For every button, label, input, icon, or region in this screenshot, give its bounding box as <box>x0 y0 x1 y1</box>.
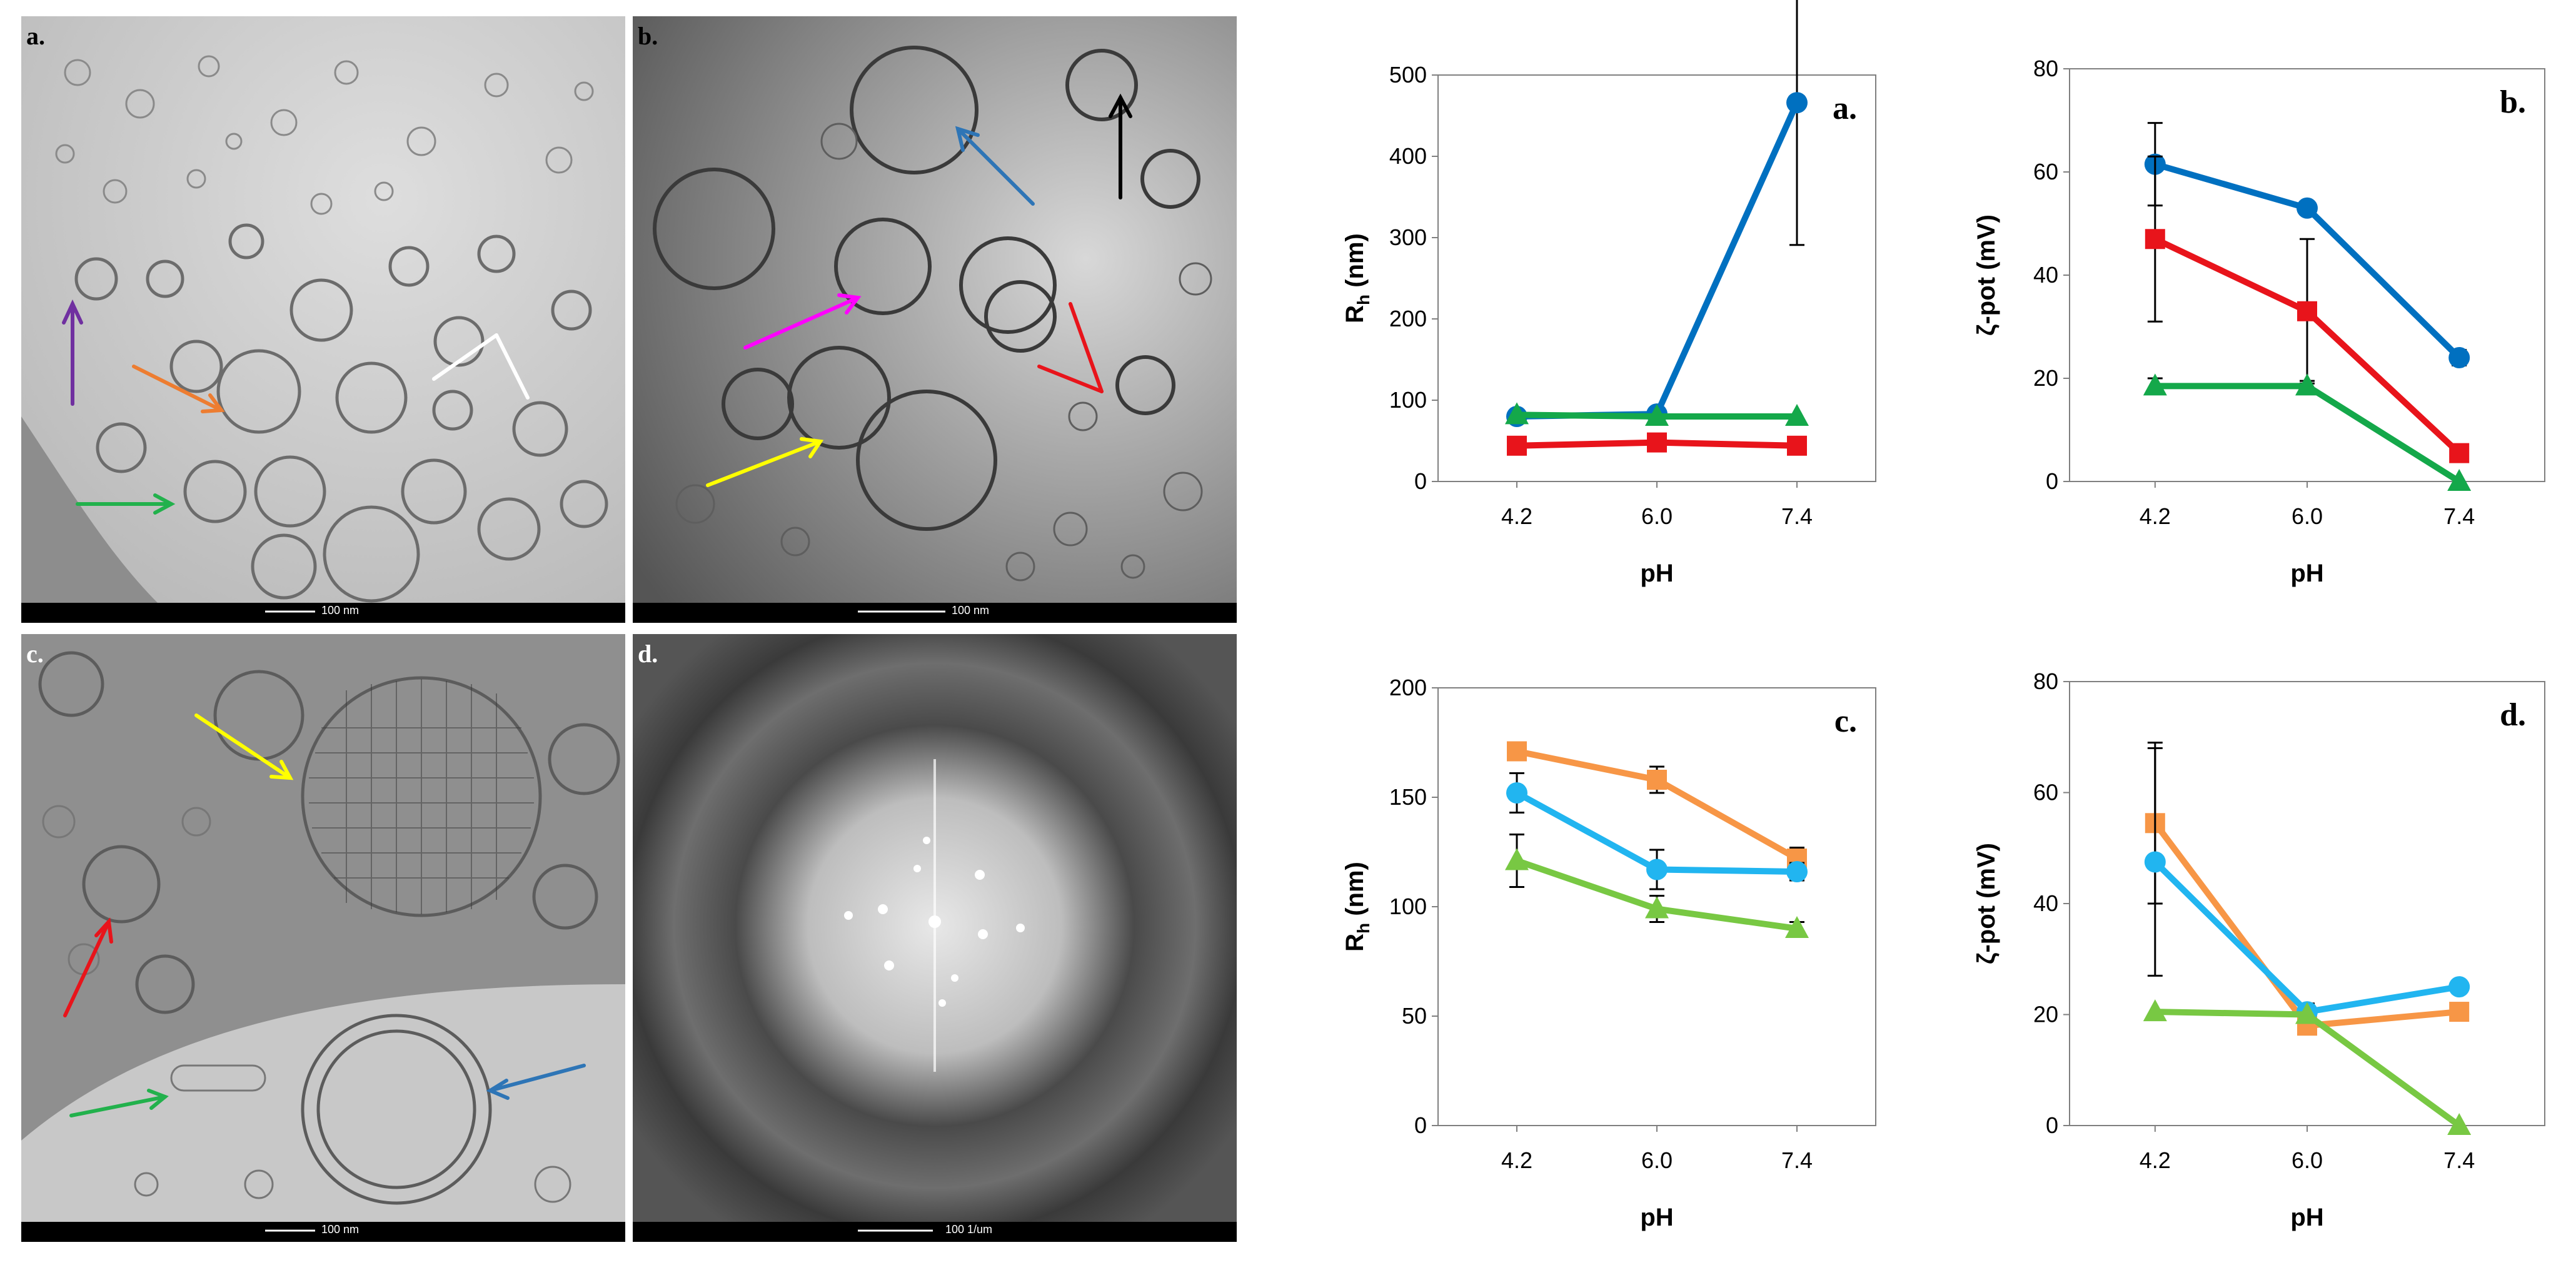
data-point <box>2145 229 2165 249</box>
data-point <box>1645 896 1669 919</box>
data-point <box>1647 432 1667 453</box>
data-point <box>2143 373 2167 396</box>
x-axis-label: pH <box>1640 560 1673 587</box>
chart-svg: 0 50 100 150 200 4.2 6.0 7.4 pH Rh (nm) c. <box>1341 675 1876 1231</box>
y-tick-label: 300 <box>1389 224 1427 250</box>
y-tick-label: 200 <box>1389 675 1427 700</box>
data-point <box>1646 859 1668 880</box>
x-tick-label: 6.0 <box>1641 1147 1673 1173</box>
y-tick-label: 40 <box>2033 262 2058 288</box>
micrograph-label: b. <box>638 22 658 50</box>
y-tick-label: 100 <box>1389 894 1427 919</box>
data-point <box>1506 782 1527 804</box>
data-point <box>1505 402 1529 425</box>
data-point <box>2448 976 2470 998</box>
x-tick-label: 4.2 <box>1501 1147 1532 1173</box>
scale-bar-label: 100 nm <box>321 604 360 617</box>
x-tick-label: 4.2 <box>2140 503 2171 529</box>
x-tick-label: 6.0 <box>2292 1147 2323 1173</box>
x-tick-label: 7.4 <box>1781 503 1813 529</box>
y-tick-label: 60 <box>2033 159 2058 184</box>
y-tick-label: 400 <box>1389 143 1427 169</box>
x-tick-label: 6.0 <box>2292 503 2323 529</box>
data-point <box>1647 770 1667 790</box>
data-point <box>2449 443 2470 463</box>
y-axis-label: Rh (nm) <box>1341 862 1373 952</box>
x-tick-label: 7.4 <box>2443 1147 2475 1173</box>
chart-panel-label: c. <box>1834 703 1857 739</box>
data-point <box>2297 301 2317 321</box>
plot-area <box>2069 681 2545 1126</box>
y-axis-label: ζ-pot (mV) <box>1973 843 2000 964</box>
micrograph-label: a. <box>26 22 45 50</box>
data-point <box>1786 861 1808 882</box>
chart-a: 0 100 200 300 400 500 4.2 6.0 7.4 pH Rh (nm) a. <box>1301 0 1913 613</box>
y-tick-label: 0 <box>1414 468 1427 494</box>
data-point <box>1507 435 1527 456</box>
data-point <box>2295 1002 2319 1024</box>
chart-panel-label: b. <box>2500 84 2526 120</box>
y-tick-label: 100 <box>1389 387 1427 413</box>
y-tick-label: 50 <box>1402 1003 1427 1029</box>
x-axis-label: pH <box>2290 560 2323 587</box>
x-tick-label: 4.2 <box>1501 503 1532 529</box>
micrograph-c: c. 100 nm <box>21 634 625 1242</box>
data-point <box>2143 999 2167 1022</box>
y-axis-label: ζ-pot (mV) <box>1973 214 2000 336</box>
micrograph-label: c. <box>26 640 44 668</box>
data-point <box>2447 469 2472 491</box>
x-axis-label: pH <box>1640 1204 1673 1231</box>
chart-panel-label: d. <box>2500 697 2526 733</box>
micrograph-b: b. 100 nm <box>633 16 1237 623</box>
data-point <box>1645 404 1669 426</box>
data-point <box>2449 1002 2470 1022</box>
data-point <box>1505 848 1529 870</box>
scale-bar-label: 100 nm <box>321 1223 360 1236</box>
data-point <box>1785 404 1809 426</box>
x-axis-label: pH <box>2290 1204 2323 1231</box>
chart-d: 0 20 40 60 80 4.2 6.0 7.4 pH ζ-pot (mV) d. <box>1932 650 2570 1251</box>
y-tick-label: 200 <box>1389 306 1427 331</box>
data-point <box>1786 92 1808 114</box>
scale-bar-label: 100 1/um <box>945 1223 993 1236</box>
micrograph-label: d. <box>638 640 658 668</box>
series-line <box>2155 383 2461 485</box>
y-tick-label: 80 <box>2033 668 2058 694</box>
y-tick-label: 20 <box>2033 1002 2058 1027</box>
data-point <box>1785 916 1809 938</box>
y-axis-label: Rh (nm) <box>1341 233 1373 323</box>
x-tick-label: 7.4 <box>1781 1147 1813 1173</box>
x-tick-label: 4.2 <box>2140 1147 2171 1173</box>
data-point <box>2297 197 2318 219</box>
data-point <box>1787 435 1807 456</box>
data-point <box>2447 1113 2472 1135</box>
scale-bar-label: 100 nm <box>952 604 990 617</box>
chart-b: 0 20 40 60 80 4.2 6.0 7.4 pH ζ-pot (mV) b. <box>1932 25 2570 613</box>
y-tick-label: 0 <box>2046 1112 2058 1138</box>
y-tick-label: 80 <box>2033 56 2058 81</box>
x-tick-label: 6.0 <box>1641 503 1673 529</box>
data-point <box>1507 741 1527 762</box>
y-tick-label: 150 <box>1389 784 1427 810</box>
y-tick-label: 500 <box>1389 62 1427 88</box>
y-tick-label: 20 <box>2033 365 2058 391</box>
chart-svg: 0 100 200 300 400 500 4.2 6.0 7.4 pH Rh (nm) a. <box>1341 0 1876 587</box>
y-tick-label: 0 <box>2046 468 2058 494</box>
chart-panel-label: a. <box>1833 91 1857 126</box>
y-tick-label: 60 <box>2033 780 2058 805</box>
data-point <box>2448 347 2470 368</box>
data-point <box>2295 373 2319 396</box>
series-line <box>1516 101 1800 420</box>
y-tick-label: 0 <box>1414 1112 1427 1138</box>
y-tick-label: 40 <box>2033 890 2058 916</box>
x-tick-label: 7.4 <box>2443 503 2475 529</box>
micrograph-a: a. 100 nm <box>21 16 625 623</box>
chart-svg: 0 20 40 60 80 4.2 6.0 7.4 pH ζ-pot (mV) d. <box>1973 668 2545 1231</box>
micrograph-d: d. 100 1/um <box>633 634 1237 1242</box>
data-point <box>2144 851 2166 873</box>
chart-c: 0 50 100 150 200 4.2 6.0 7.4 pH Rh (nm) c. <box>1301 650 1913 1251</box>
chart-svg: 0 20 40 60 80 4.2 6.0 7.4 pH ζ-pot (mV) b. <box>1973 56 2545 587</box>
